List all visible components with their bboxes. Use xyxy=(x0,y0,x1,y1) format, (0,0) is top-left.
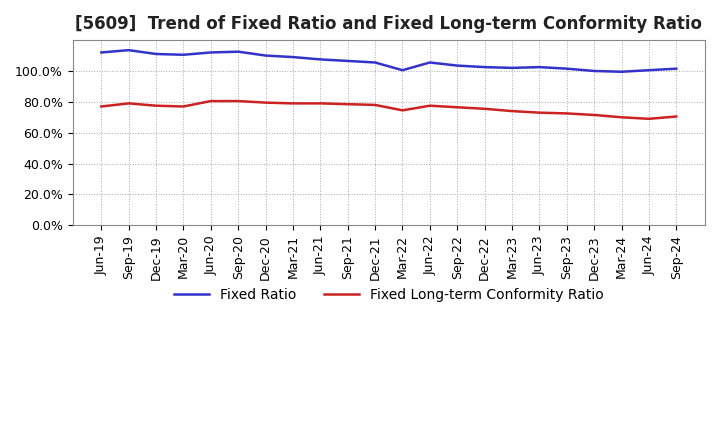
Fixed Ratio xyxy=(371,60,379,65)
Fixed Ratio xyxy=(97,50,106,55)
Fixed Long-term Conformity Ratio xyxy=(343,102,352,107)
Fixed Ratio xyxy=(535,65,544,70)
Fixed Ratio xyxy=(590,68,598,73)
Fixed Long-term Conformity Ratio xyxy=(508,109,516,114)
Fixed Ratio xyxy=(617,69,626,74)
Fixed Ratio xyxy=(480,65,489,70)
Fixed Long-term Conformity Ratio xyxy=(371,102,379,107)
Fixed Long-term Conformity Ratio xyxy=(97,104,106,109)
Fixed Long-term Conformity Ratio xyxy=(617,115,626,120)
Fixed Ratio xyxy=(508,65,516,70)
Fixed Ratio xyxy=(234,49,243,54)
Fixed Long-term Conformity Ratio xyxy=(179,104,188,109)
Fixed Ratio xyxy=(426,60,434,65)
Fixed Ratio xyxy=(644,68,653,73)
Fixed Long-term Conformity Ratio xyxy=(535,110,544,115)
Fixed Ratio xyxy=(289,55,297,60)
Fixed Long-term Conformity Ratio xyxy=(480,106,489,111)
Fixed Long-term Conformity Ratio xyxy=(562,111,571,116)
Fixed Long-term Conformity Ratio xyxy=(453,105,462,110)
Fixed Long-term Conformity Ratio xyxy=(207,99,215,104)
Fixed Ratio xyxy=(207,50,215,55)
Fixed Ratio xyxy=(453,63,462,68)
Line: Fixed Ratio: Fixed Ratio xyxy=(102,50,676,72)
Fixed Long-term Conformity Ratio xyxy=(152,103,161,108)
Title: [5609]  Trend of Fixed Ratio and Fixed Long-term Conformity Ratio: [5609] Trend of Fixed Ratio and Fixed Lo… xyxy=(76,15,702,33)
Fixed Long-term Conformity Ratio xyxy=(289,101,297,106)
Legend: Fixed Ratio, Fixed Long-term Conformity Ratio: Fixed Ratio, Fixed Long-term Conformity … xyxy=(168,282,609,307)
Fixed Ratio xyxy=(343,59,352,64)
Fixed Ratio xyxy=(152,51,161,57)
Fixed Long-term Conformity Ratio xyxy=(125,101,133,106)
Fixed Ratio xyxy=(672,66,680,71)
Fixed Long-term Conformity Ratio xyxy=(316,101,325,106)
Fixed Long-term Conformity Ratio xyxy=(234,99,243,104)
Fixed Long-term Conformity Ratio xyxy=(261,100,270,105)
Fixed Ratio xyxy=(179,52,188,57)
Fixed Long-term Conformity Ratio xyxy=(672,114,680,119)
Fixed Ratio xyxy=(125,48,133,53)
Fixed Long-term Conformity Ratio xyxy=(590,112,598,117)
Fixed Long-term Conformity Ratio xyxy=(398,108,407,113)
Fixed Ratio xyxy=(398,68,407,73)
Fixed Long-term Conformity Ratio xyxy=(644,116,653,121)
Fixed Ratio xyxy=(316,57,325,62)
Fixed Long-term Conformity Ratio xyxy=(426,103,434,108)
Fixed Ratio xyxy=(261,53,270,58)
Fixed Ratio xyxy=(562,66,571,71)
Line: Fixed Long-term Conformity Ratio: Fixed Long-term Conformity Ratio xyxy=(102,101,676,119)
